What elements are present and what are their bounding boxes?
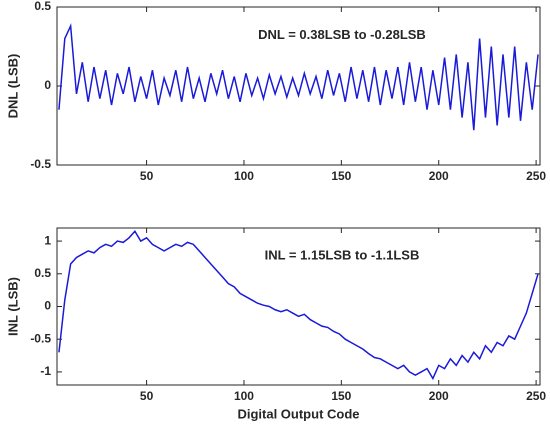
x-tick-label: 250 [526,389,546,403]
y-tick-label: 0 [44,78,51,92]
y-tick-label: 1 [44,233,51,247]
y-tick-label: -0.5 [30,157,51,171]
x-tick-label: 250 [526,169,546,183]
x-axis-label: Digital Output Code [237,406,359,421]
x-tick-label: 150 [331,389,351,403]
x-tick-label: 150 [331,169,351,183]
annotation: INL = 1.15LSB to -1.1LSB [265,248,420,263]
y-tick-label: -1 [40,364,51,378]
x-tick-label: 100 [234,389,254,403]
annotation: DNL = 0.38LSB to -0.28LSB [258,27,426,42]
x-tick-label: 100 [234,169,254,183]
y-tick-label: -0.5 [30,331,51,345]
x-tick-label: 50 [140,169,154,183]
y-tick-label: 0 [44,299,51,313]
y-tick-label: 0.5 [34,0,51,13]
y-tick-label: 0.5 [34,266,51,280]
y-axis-label: DNL (LSB) [5,54,20,119]
y-axis-label: INL (LSB) [5,277,20,336]
data-line [58,23,539,131]
x-tick-label: 200 [429,389,449,403]
data-line [58,230,539,381]
x-tick-label: 50 [140,389,154,403]
x-tick-label: 200 [429,169,449,183]
